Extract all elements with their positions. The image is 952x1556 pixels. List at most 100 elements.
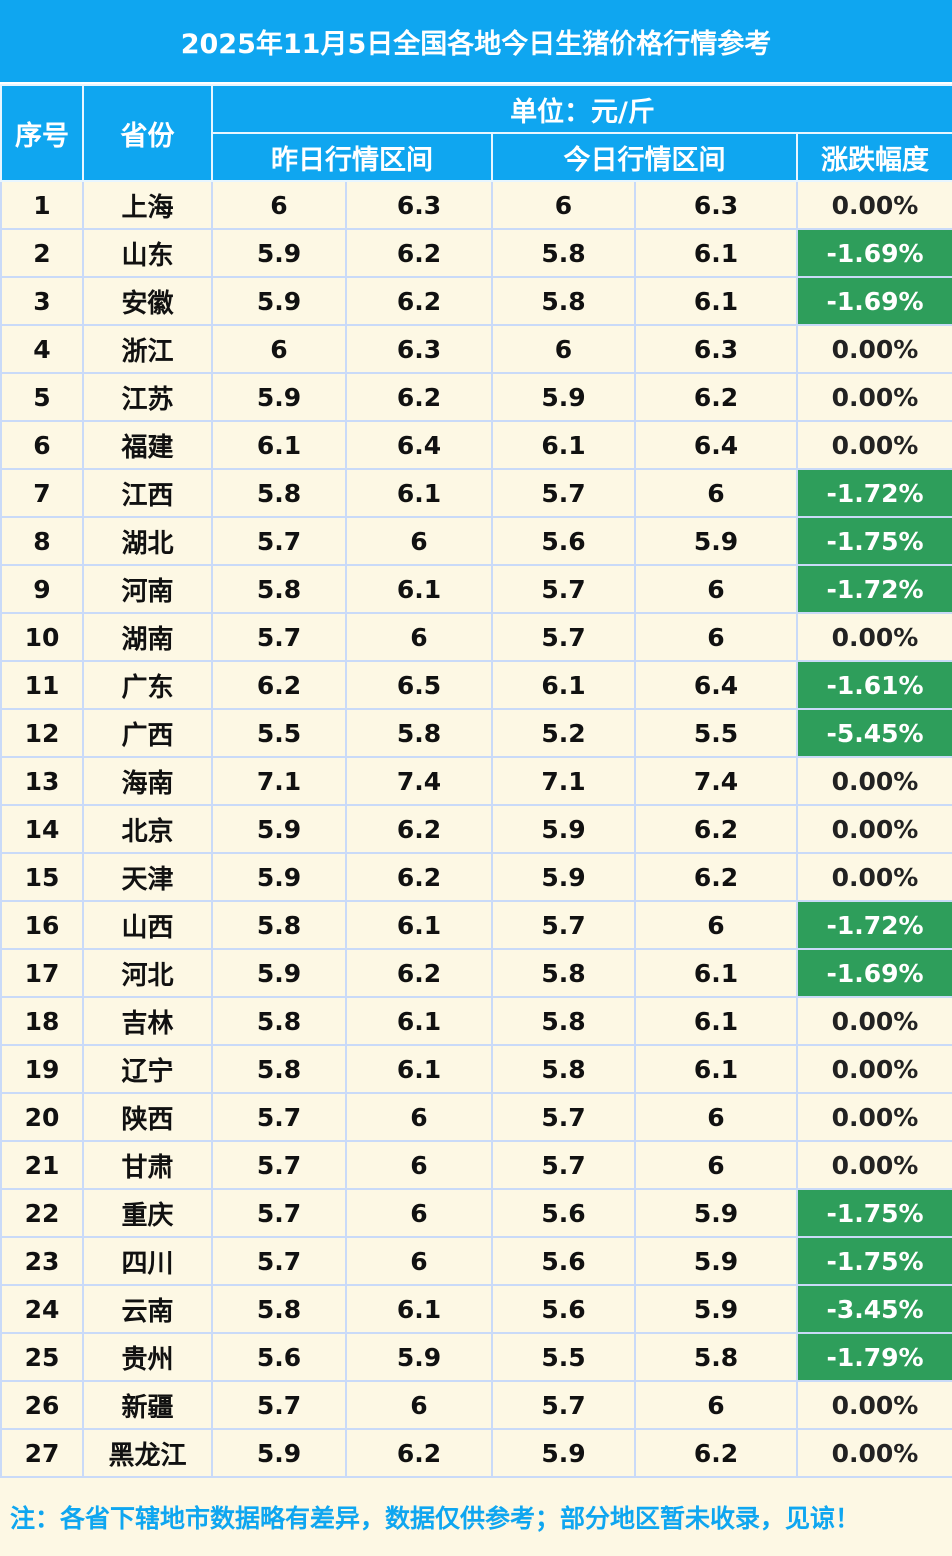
cell-change: 0.00% bbox=[796, 372, 952, 422]
cell-yesterday-high: 6 bbox=[345, 1140, 493, 1190]
cell-today-high: 6.1 bbox=[634, 996, 798, 1046]
cell-yesterday-high: 6 bbox=[345, 612, 493, 662]
cell-index: 24 bbox=[0, 1284, 84, 1334]
cell-today-low: 6 bbox=[491, 324, 636, 374]
cell-province: 新疆 bbox=[82, 1380, 213, 1430]
table-row: 13 海南 7.1 7.4 7.1 7.4 0.00% bbox=[0, 756, 952, 806]
cell-today-low: 5.6 bbox=[491, 1236, 636, 1286]
cell-yesterday-low: 5.9 bbox=[211, 372, 347, 422]
header-unit: 单位：元/斤 bbox=[211, 84, 952, 134]
cell-yesterday-low: 5.8 bbox=[211, 564, 347, 614]
cell-today-low: 5.5 bbox=[491, 1332, 636, 1382]
cell-yesterday-high: 6.2 bbox=[345, 804, 493, 854]
cell-today-high: 6 bbox=[634, 1140, 798, 1190]
table-row: 22 重庆 5.7 6 5.6 5.9 -1.75% bbox=[0, 1188, 952, 1238]
cell-province: 四川 bbox=[82, 1236, 213, 1286]
page-title: 2025年11月5日全国各地今日生猪价格行情参考 bbox=[0, 0, 952, 84]
table-row: 10 湖南 5.7 6 5.7 6 0.00% bbox=[0, 612, 952, 662]
cell-yesterday-high: 6.4 bbox=[345, 420, 493, 470]
cell-yesterday-low: 5.8 bbox=[211, 900, 347, 950]
cell-yesterday-low: 6.2 bbox=[211, 660, 347, 710]
cell-province: 陕西 bbox=[82, 1092, 213, 1142]
cell-province: 安徽 bbox=[82, 276, 213, 326]
cell-index: 26 bbox=[0, 1380, 84, 1430]
cell-today-low: 5.7 bbox=[491, 900, 636, 950]
cell-province: 山西 bbox=[82, 900, 213, 950]
cell-yesterday-high: 5.8 bbox=[345, 708, 493, 758]
cell-yesterday-high: 6.3 bbox=[345, 180, 493, 230]
cell-change: -1.69% bbox=[796, 948, 952, 998]
cell-index: 4 bbox=[0, 324, 84, 374]
cell-province: 江苏 bbox=[82, 372, 213, 422]
cell-province: 黑龙江 bbox=[82, 1428, 213, 1478]
cell-change: 0.00% bbox=[796, 852, 952, 902]
cell-change: 0.00% bbox=[796, 324, 952, 374]
cell-change: -1.61% bbox=[796, 660, 952, 710]
cell-index: 2 bbox=[0, 228, 84, 278]
cell-yesterday-low: 5.8 bbox=[211, 1284, 347, 1334]
cell-today-high: 6.3 bbox=[634, 324, 798, 374]
cell-yesterday-low: 5.9 bbox=[211, 948, 347, 998]
cell-change: 0.00% bbox=[796, 612, 952, 662]
table-row: 21 甘肃 5.7 6 5.7 6 0.00% bbox=[0, 1140, 952, 1190]
cell-today-low: 5.7 bbox=[491, 1140, 636, 1190]
cell-change: 0.00% bbox=[796, 996, 952, 1046]
cell-today-low: 6 bbox=[491, 180, 636, 230]
cell-today-high: 5.8 bbox=[634, 1332, 798, 1382]
cell-province: 贵州 bbox=[82, 1332, 213, 1382]
cell-today-low: 5.8 bbox=[491, 996, 636, 1046]
cell-yesterday-high: 6.2 bbox=[345, 1428, 493, 1478]
cell-yesterday-low: 5.9 bbox=[211, 852, 347, 902]
cell-change: -1.69% bbox=[796, 228, 952, 278]
cell-change: -1.69% bbox=[796, 276, 952, 326]
cell-change: -1.75% bbox=[796, 1236, 952, 1286]
cell-yesterday-high: 6.1 bbox=[345, 900, 493, 950]
cell-yesterday-high: 6 bbox=[345, 1188, 493, 1238]
cell-yesterday-low: 5.7 bbox=[211, 1380, 347, 1430]
cell-yesterday-high: 6.1 bbox=[345, 1284, 493, 1334]
table-body: 1 上海 6 6.3 6 6.3 0.00% 2 山东 5.9 6.2 5.8 6.1 -1.69% 3 安徽… bbox=[0, 180, 952, 1478]
cell-today-low: 5.6 bbox=[491, 1188, 636, 1238]
cell-yesterday-low: 7.1 bbox=[211, 756, 347, 806]
cell-yesterday-high: 6.2 bbox=[345, 948, 493, 998]
cell-province: 云南 bbox=[82, 1284, 213, 1334]
cell-index: 21 bbox=[0, 1140, 84, 1190]
cell-today-high: 6.1 bbox=[634, 948, 798, 998]
cell-province: 河北 bbox=[82, 948, 213, 998]
cell-index: 8 bbox=[0, 516, 84, 566]
cell-province: 福建 bbox=[82, 420, 213, 470]
cell-index: 25 bbox=[0, 1332, 84, 1382]
cell-change: -3.45% bbox=[796, 1284, 952, 1334]
cell-yesterday-high: 6.5 bbox=[345, 660, 493, 710]
cell-today-high: 6.1 bbox=[634, 276, 798, 326]
cell-today-low: 5.9 bbox=[491, 852, 636, 902]
cell-province: 甘肃 bbox=[82, 1140, 213, 1190]
cell-province: 海南 bbox=[82, 756, 213, 806]
cell-province: 湖南 bbox=[82, 612, 213, 662]
cell-today-low: 5.9 bbox=[491, 804, 636, 854]
cell-yesterday-low: 6.1 bbox=[211, 420, 347, 470]
cell-province: 河南 bbox=[82, 564, 213, 614]
cell-change: 0.00% bbox=[796, 804, 952, 854]
cell-yesterday-low: 5.7 bbox=[211, 1092, 347, 1142]
cell-today-high: 7.4 bbox=[634, 756, 798, 806]
table-row: 5 江苏 5.9 6.2 5.9 6.2 0.00% bbox=[0, 372, 952, 422]
cell-yesterday-high: 7.4 bbox=[345, 756, 493, 806]
cell-yesterday-high: 6.1 bbox=[345, 1044, 493, 1094]
cell-today-low: 6.1 bbox=[491, 420, 636, 470]
cell-yesterday-low: 5.9 bbox=[211, 276, 347, 326]
cell-yesterday-low: 5.5 bbox=[211, 708, 347, 758]
header-index: 序号 bbox=[0, 84, 84, 182]
cell-index: 20 bbox=[0, 1092, 84, 1142]
cell-province: 江西 bbox=[82, 468, 213, 518]
cell-today-high: 6.2 bbox=[634, 852, 798, 902]
cell-today-high: 6 bbox=[634, 612, 798, 662]
table-row: 17 河北 5.9 6.2 5.8 6.1 -1.69% bbox=[0, 948, 952, 998]
header-row-2: 昨日行情区间 今日行情区间 涨跌幅度 bbox=[1, 132, 952, 182]
table-row: 23 四川 5.7 6 5.6 5.9 -1.75% bbox=[0, 1236, 952, 1286]
cell-yesterday-low: 5.9 bbox=[211, 1428, 347, 1478]
cell-province: 广西 bbox=[82, 708, 213, 758]
cell-index: 3 bbox=[0, 276, 84, 326]
cell-change: -1.72% bbox=[796, 468, 952, 518]
cell-change: 0.00% bbox=[796, 1428, 952, 1478]
